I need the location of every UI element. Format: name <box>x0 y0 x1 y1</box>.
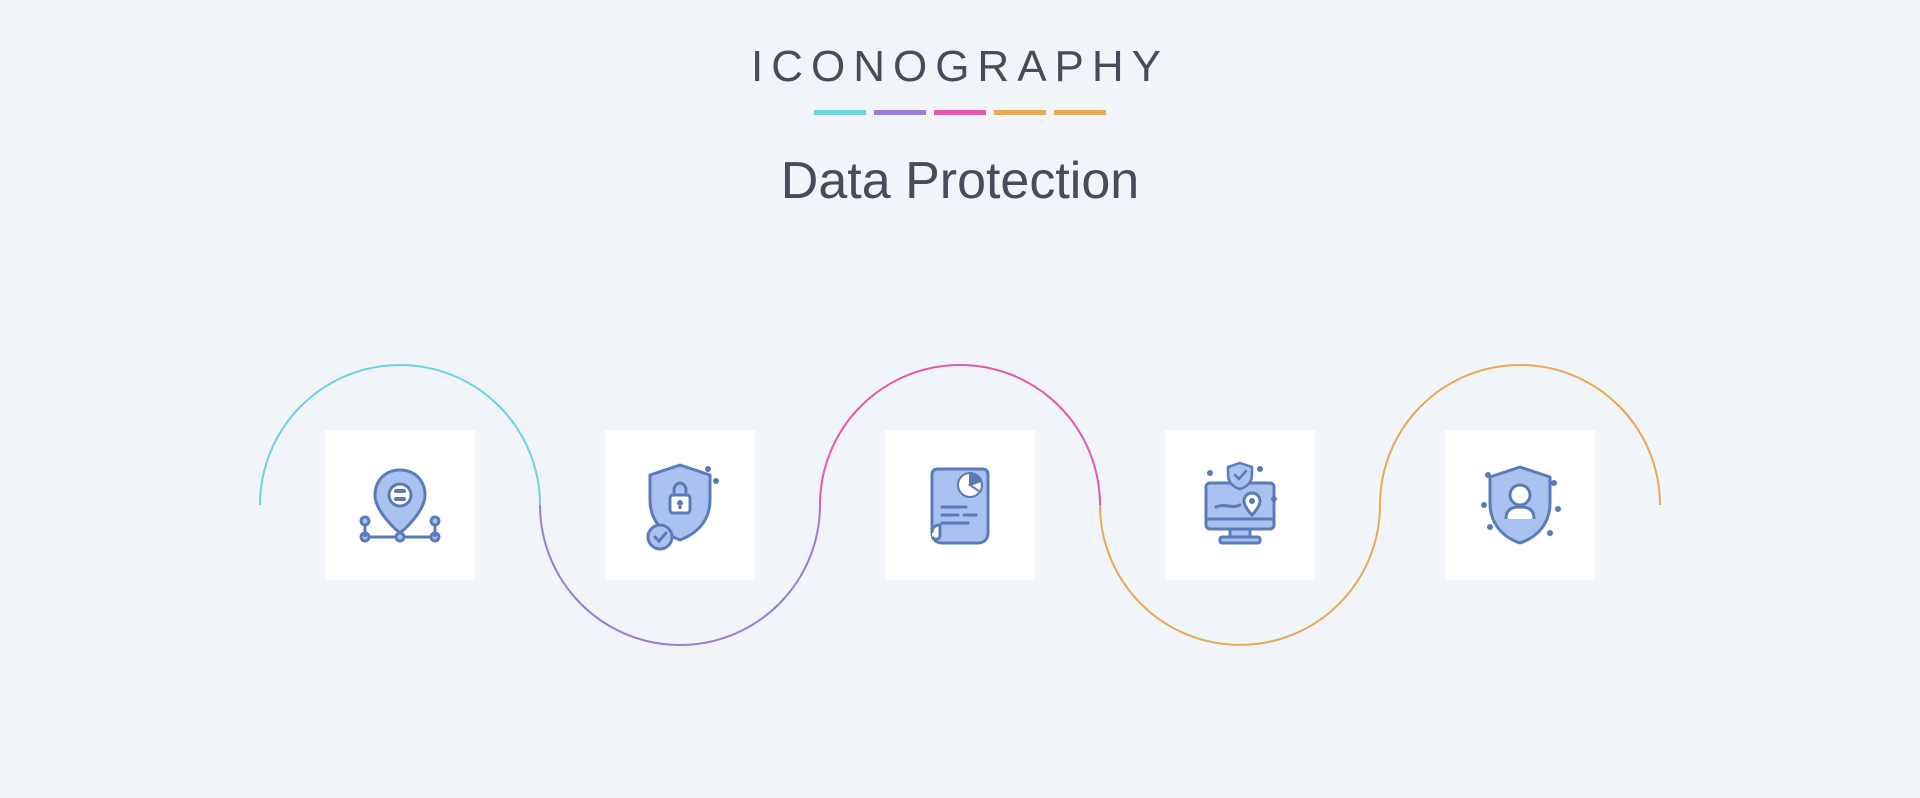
accent-bar-1 <box>874 110 926 115</box>
brand-title: ICONOGRAPHY <box>0 42 1920 92</box>
accent-bar-4 <box>1054 110 1106 115</box>
shield-lock-check-icon <box>630 455 730 555</box>
monitor-location-shield-icon <box>1190 455 1290 555</box>
accent-bar-3 <box>994 110 1046 115</box>
shield-user-icon <box>1470 455 1570 555</box>
accent-bars <box>0 110 1920 115</box>
icon-card-0 <box>325 430 475 580</box>
icon-card-1 <box>605 430 755 580</box>
accent-bar-0 <box>814 110 866 115</box>
location-pin-network-icon <box>350 455 450 555</box>
document-chart-icon <box>910 455 1010 555</box>
icon-card-4 <box>1445 430 1595 580</box>
icon-card-2 <box>885 430 1035 580</box>
subtitle: Data Protection <box>0 151 1920 211</box>
header: ICONOGRAPHY Data Protection <box>0 0 1920 211</box>
icon-row <box>0 430 1920 580</box>
accent-bar-2 <box>934 110 986 115</box>
icon-card-3 <box>1165 430 1315 580</box>
